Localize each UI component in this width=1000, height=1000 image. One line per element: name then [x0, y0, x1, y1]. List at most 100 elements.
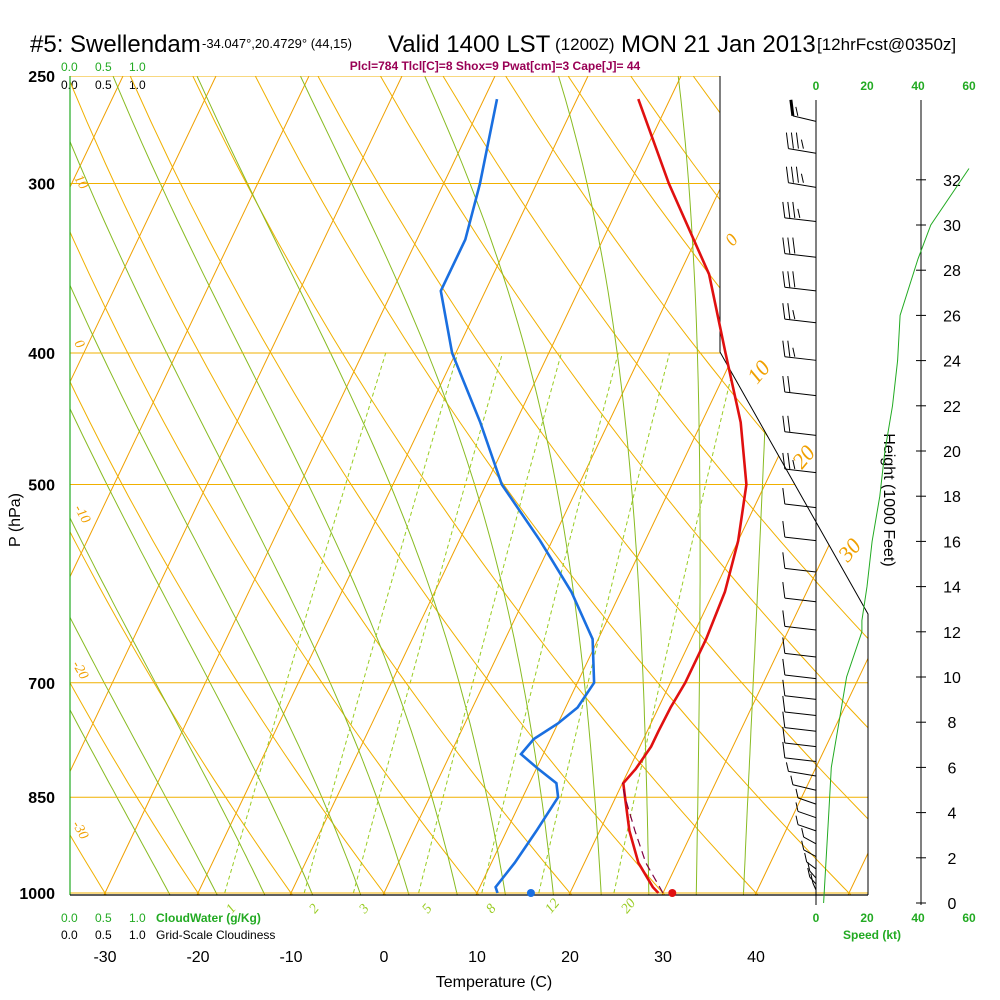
x-tick-label: -10 [279, 949, 302, 966]
moist-adiabat [70, 76, 185, 895]
dry-adiabat [70, 76, 501, 895]
wind-barb [785, 132, 817, 154]
height-tick-label: 0 [948, 896, 957, 913]
dry-adiabat [70, 76, 124, 895]
wind-barb-staff [784, 727, 817, 732]
stability-indices: Plcl=784 Tlcl[C]=8 Shox=9 Pwat[cm]=3 Cap… [350, 59, 641, 73]
y-axis-title: P (hPa) [7, 493, 24, 547]
wind-barb-feather [792, 201, 796, 218]
wind-barb-feather [782, 679, 786, 696]
height-tick-label: 4 [948, 806, 957, 823]
dry-adiabat [254, 76, 868, 895]
wind-barb-feather [782, 726, 786, 744]
mixing-ratio-label: 8 [484, 902, 500, 917]
wind-barb-staff [803, 849, 817, 857]
dry-adiabat [192, 76, 784, 895]
isotherm-line [741, 76, 868, 895]
wind-barb-feather [795, 132, 799, 149]
right-frame-line [719, 76, 869, 895]
wind-barb-feather [782, 610, 786, 627]
wind-barb [782, 610, 817, 631]
wind-barb-feather [797, 208, 801, 218]
height-tick-label: 12 [943, 625, 961, 642]
mixing-ratio-line [613, 352, 738, 894]
cloud-top-black-1: 0.5 [95, 78, 112, 92]
speed-top-60: 60 [962, 79, 976, 93]
wind-barb-feather [795, 788, 799, 798]
wind-barb-staff [792, 784, 817, 791]
cloudiness-label: Grid-Scale Cloudiness [156, 928, 275, 942]
wind-barb [782, 582, 817, 603]
wind-barb-feather [801, 840, 805, 850]
moist-adiabat [196, 76, 511, 895]
wind-barb-staff [784, 652, 817, 658]
wind-barb-feather [787, 201, 791, 218]
wind-barb [782, 521, 817, 542]
mixing-ratio-label: 5 [420, 902, 436, 917]
mixing-ratio-labels: 1 2 3 5 8 12 20 [224, 896, 639, 917]
x-axis-title: Temperature (C) [436, 974, 552, 991]
wind-barb-feather [782, 487, 786, 505]
dry-adiabat [70, 76, 313, 895]
isotherm-line [183, 76, 589, 895]
wind-barb-feather [792, 347, 796, 357]
height-tick-label: 30 [943, 218, 961, 235]
wind-barb-feather [782, 375, 786, 393]
wind-barb-staff [792, 115, 817, 122]
cloud-top-green-0: 0.0 [61, 60, 78, 74]
mixing-ratio-label: 12 [543, 896, 563, 916]
wind-barb [782, 637, 817, 658]
chart-background-lines [70, 76, 868, 895]
mixing-ratio-line [352, 352, 503, 894]
isotherm-line [70, 76, 403, 895]
zulu-time: (1200Z) [555, 35, 615, 54]
wind-barb-staff [784, 468, 817, 474]
wind-barb-feather [795, 815, 799, 825]
dry-adiabat [505, 76, 868, 895]
wind-barb-staff [784, 217, 817, 222]
wind-barb-staff [784, 742, 817, 748]
wind-barb-feather [782, 415, 786, 432]
speed-top-40: 40 [911, 79, 925, 93]
dewpoint-profile [439, 98, 596, 894]
forecast-date: MON 21 Jan 2013 [621, 31, 816, 58]
wind-barb-staff [803, 836, 817, 845]
wind-barb-staff [797, 824, 817, 832]
wind-barb-feather [782, 521, 786, 538]
wind-barb-staff [784, 391, 817, 397]
cloud-bottom-black-0: 0.0 [61, 928, 78, 942]
wind-barb-feather [801, 827, 805, 838]
x-tick-label: 30 [654, 949, 672, 966]
moist-adiabat [70, 76, 371, 895]
height-tick-label: 22 [943, 399, 961, 416]
y-tick-label: 300 [28, 176, 55, 193]
speed-bottom-60: 60 [962, 911, 976, 925]
cloud-scale-bottom: 0.0 0.5 1.0 CloudWater (g/Kg) 0.0 0.5 1.… [61, 911, 275, 942]
isotherm-line [834, 76, 868, 895]
wind-barb-staff [784, 567, 817, 573]
wind-barb [785, 166, 817, 188]
moist-adiabat [112, 76, 464, 895]
surface-dewpoint-marker [526, 889, 535, 897]
wind-barb [782, 201, 817, 222]
x-tick-label: 10 [468, 949, 486, 966]
speed-top-0: 0 [813, 79, 820, 93]
wind-barb-feather [795, 802, 799, 812]
isotherm-line [90, 76, 496, 895]
wind-barb-staff [784, 503, 817, 509]
wind-barb [782, 237, 817, 258]
isotherm-label: 20 [787, 440, 820, 473]
speed-bottom-20: 20 [860, 911, 874, 925]
mixing-ratio-label: 2 [307, 902, 323, 917]
isotherm-label: 10 [742, 355, 775, 388]
wind-barb-staff [784, 318, 817, 324]
height-tick-label: 20 [943, 444, 961, 461]
parcel-path [621, 783, 664, 894]
wind-barb-feather [787, 237, 791, 254]
wind-barb-feather [792, 271, 796, 288]
wind-barb-staff [788, 148, 817, 154]
cloud-bottom-black-2: 1.0 [129, 928, 146, 942]
wind-barb [801, 840, 817, 857]
